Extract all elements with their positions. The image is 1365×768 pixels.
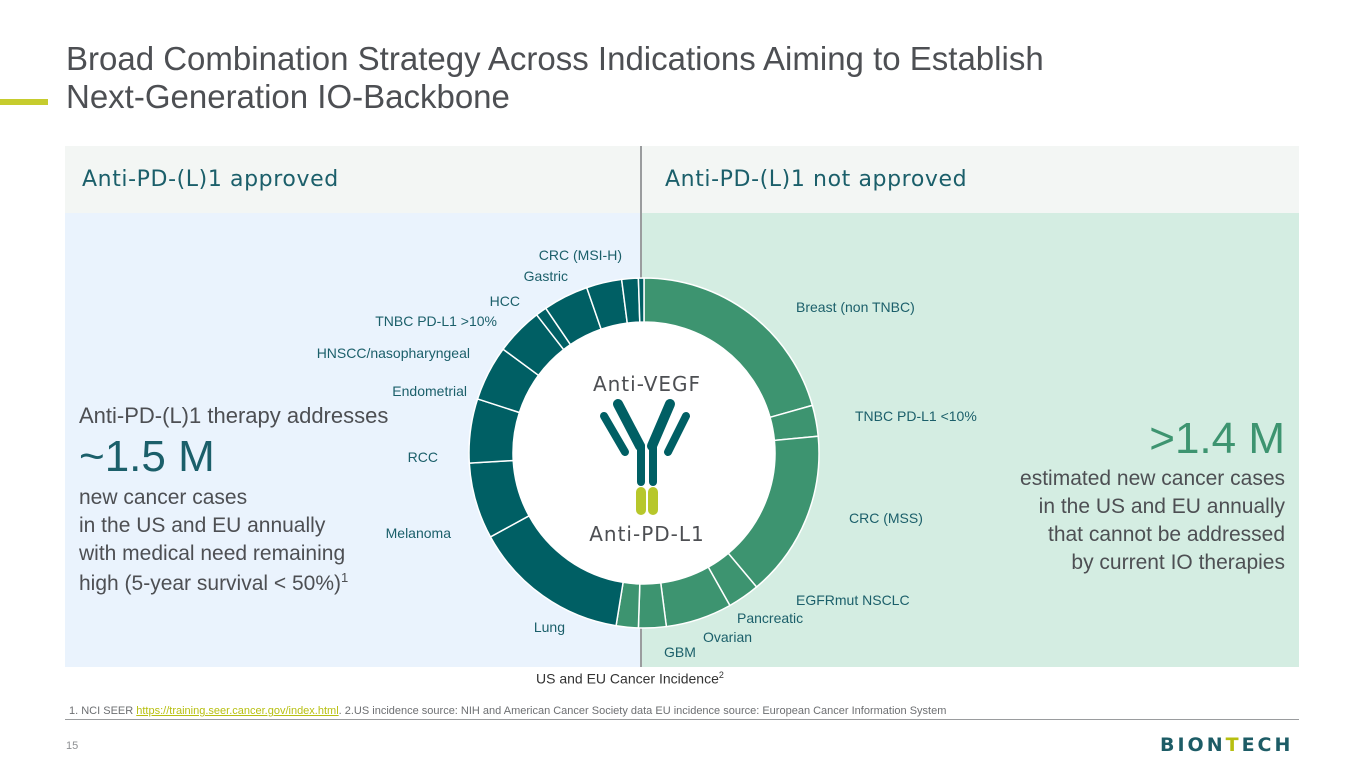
right-stat-line-4: by current IO therapies	[1071, 551, 1285, 574]
biontech-logo: BIONTECH	[1160, 734, 1293, 756]
antibody-icon	[600, 399, 690, 515]
donut-slice	[637, 582, 668, 629]
antibody-fc-right	[648, 487, 658, 515]
donut-slice-label: EGFRmut NSCLC	[796, 592, 910, 608]
donut-slice-label: CRC (MSS)	[849, 510, 923, 526]
donut-slice-label: HCC	[490, 293, 520, 309]
left-stat-line-3: with medical need remaining	[79, 542, 346, 565]
donut-slice	[637, 277, 645, 323]
footnote-suffix: . 2.US incidence source: NIH and America…	[338, 705, 947, 717]
footnote-ref-1: 1	[341, 570, 349, 585]
left-stat-value: ~1.5 M	[79, 432, 215, 481]
page-title-line-1: Broad Combination Strategy Across Indica…	[66, 40, 1044, 77]
antibody-left-arm	[613, 399, 645, 451]
donut-slice-label: HNSCC/nasopharyngeal	[317, 345, 470, 361]
left-stat-intro: Anti-PD-(L)1 therapy addresses	[79, 403, 389, 428]
donut-slices	[468, 277, 820, 629]
page-title-line-2: Next-Generation IO-Backbone	[66, 78, 510, 115]
antibody-fc-left	[636, 487, 646, 515]
left-stat-line-1: new cancer cases	[79, 486, 248, 509]
anti-pd-l1-label: Anti-PD-L1	[589, 522, 705, 546]
footer-rule	[65, 719, 1299, 720]
donut-slice-label: Pancreatic	[737, 610, 803, 626]
approved-header-label: Anti-PD-(L)1 approved	[82, 167, 339, 192]
donut-slice-label: TNBC PD-L1 >10%	[375, 313, 497, 329]
logo-part-2: T	[1225, 734, 1242, 756]
right-stat-line-1: estimated new cancer cases	[1020, 467, 1285, 490]
page-title: Broad Combination Strategy Across Indica…	[66, 40, 1044, 116]
chart-caption-text: US and EU Cancer Incidence	[536, 670, 719, 687]
footnote-prefix: 1. NCI SEER	[69, 705, 137, 717]
antibody-left-outer-arm	[600, 412, 629, 456]
right-stat-value: >1.4 M	[1149, 414, 1285, 463]
right-stat-line-2: in the US and EU annually	[1038, 495, 1285, 518]
left-stat-line-2: in the US and EU annually	[79, 514, 326, 537]
donut-slice-labels: Breast (non TNBC) TNBC PD-L1 <10% CRC (MSS…	[317, 247, 977, 660]
donut-slice-label: GBM	[664, 644, 696, 660]
accent-bar	[0, 99, 48, 105]
donut-slice-label: Gastric	[524, 268, 568, 284]
logo-part-3: ECH	[1241, 734, 1294, 756]
approved-header	[65, 146, 641, 213]
donut-slice-label: CRC (MSI-H)	[539, 247, 622, 263]
donut-slice-label: Breast (non TNBC)	[796, 299, 915, 315]
donut-slice-label: TNBC PD-L1 <10%	[855, 408, 977, 424]
page-number: 15	[66, 740, 79, 752]
left-stat-line-4: high (5-year survival < 50%)1	[79, 570, 348, 596]
footnote-ref-2: 2	[718, 670, 724, 680]
donut-slice-label: Lung	[534, 619, 565, 635]
antibody-right-outer-arm	[664, 412, 690, 456]
donut-slice-label: Ovarian	[703, 629, 752, 645]
anti-vegf-label: Anti-VEGF	[593, 372, 701, 396]
donut-slice-label: RCC	[408, 449, 438, 465]
seer-link[interactable]: https://training.seer.cancer.gov/index.h…	[136, 705, 339, 717]
chart-caption: US and EU Cancer Incidence2	[536, 670, 724, 687]
antibody-right-arm	[647, 399, 675, 451]
logo-part-1: BION	[1160, 734, 1226, 756]
donut-slice-label: Endometrial	[392, 383, 467, 399]
footnote: 1. NCI SEER https://training.seer.cancer…	[69, 705, 946, 717]
donut-slice-label: Melanoma	[386, 525, 452, 541]
not-approved-header-label: Anti-PD-(L)1 not approved	[665, 167, 968, 192]
left-stat-line-4-text: high (5-year survival < 50%)	[79, 572, 342, 595]
right-stat-line-3: that cannot be addressed	[1047, 523, 1285, 546]
not-approved-header	[641, 146, 1299, 213]
